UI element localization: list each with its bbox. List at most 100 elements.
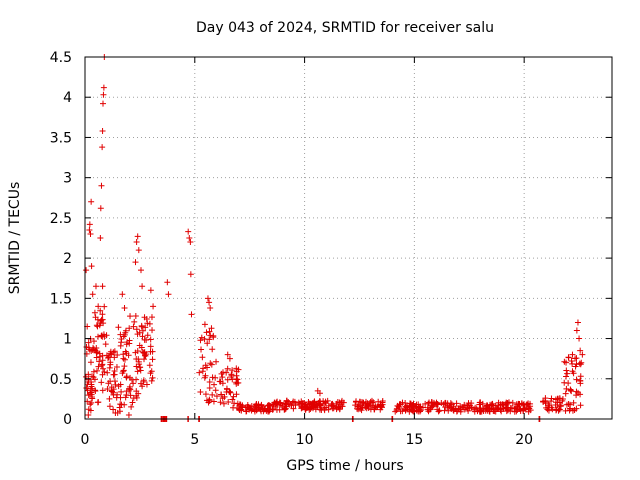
data-point bbox=[92, 347, 99, 354]
data-point bbox=[504, 400, 511, 407]
data-point bbox=[513, 401, 520, 408]
data-point bbox=[85, 411, 92, 418]
data-point bbox=[224, 365, 231, 372]
data-point bbox=[95, 363, 102, 370]
x-tick-label: 15 bbox=[405, 432, 423, 448]
data-point bbox=[565, 380, 572, 387]
data-point bbox=[126, 387, 133, 394]
data-point bbox=[120, 367, 127, 374]
data-point bbox=[103, 332, 110, 339]
data-point bbox=[149, 327, 156, 334]
data-point bbox=[315, 399, 322, 406]
data-point bbox=[148, 314, 155, 321]
data-point bbox=[86, 226, 93, 233]
data-point bbox=[98, 182, 105, 189]
data-point bbox=[563, 385, 570, 392]
data-point bbox=[112, 381, 119, 388]
data-point bbox=[207, 332, 214, 339]
data-point bbox=[573, 392, 580, 399]
data-point bbox=[577, 380, 584, 387]
data-point bbox=[143, 336, 150, 343]
data-point bbox=[367, 406, 374, 413]
y-tick-label: 1 bbox=[63, 332, 72, 348]
data-point bbox=[276, 406, 283, 413]
data-point bbox=[297, 400, 304, 407]
data-point bbox=[134, 331, 141, 338]
data-point bbox=[201, 374, 208, 381]
data-point bbox=[210, 398, 217, 405]
data-point bbox=[471, 408, 478, 415]
y-tick-label: 2.5 bbox=[50, 211, 72, 227]
data-point bbox=[509, 399, 516, 406]
data-points bbox=[82, 54, 586, 422]
data-point bbox=[110, 406, 117, 413]
data-point bbox=[99, 128, 106, 135]
data-point bbox=[111, 348, 118, 355]
data-point bbox=[139, 327, 146, 334]
data-point bbox=[122, 348, 129, 355]
data-point bbox=[295, 399, 302, 406]
data-point bbox=[223, 388, 230, 395]
data-point bbox=[100, 84, 107, 91]
data-point bbox=[188, 311, 195, 318]
data-point bbox=[212, 387, 219, 394]
data-point bbox=[97, 205, 104, 212]
data-point bbox=[92, 283, 99, 290]
data-point bbox=[110, 371, 117, 378]
data-point bbox=[514, 404, 521, 411]
data-point bbox=[212, 374, 219, 381]
data-point bbox=[486, 408, 493, 415]
data-point bbox=[139, 283, 146, 290]
data-point bbox=[363, 402, 370, 409]
data-point bbox=[545, 407, 552, 414]
data-point bbox=[134, 368, 141, 375]
data-point bbox=[117, 394, 124, 401]
data-point bbox=[104, 369, 111, 376]
data-point bbox=[455, 406, 462, 413]
data-point bbox=[107, 350, 114, 357]
data-point bbox=[97, 235, 104, 241]
data-point bbox=[84, 387, 91, 394]
data-point bbox=[360, 400, 367, 407]
data-point bbox=[434, 406, 441, 413]
data-point bbox=[281, 406, 288, 413]
data-point bbox=[476, 406, 483, 413]
data-point bbox=[564, 370, 571, 377]
data-point bbox=[121, 356, 128, 363]
data-point bbox=[233, 391, 240, 398]
data-point bbox=[308, 401, 315, 408]
data-point bbox=[87, 401, 94, 408]
data-point bbox=[493, 404, 500, 411]
data-point bbox=[302, 406, 309, 413]
data-point bbox=[425, 408, 432, 415]
data-point bbox=[93, 354, 100, 361]
data-point bbox=[106, 403, 113, 410]
data-point bbox=[556, 406, 563, 413]
data-point bbox=[113, 364, 120, 371]
data-point bbox=[422, 400, 429, 407]
data-point bbox=[144, 320, 151, 327]
data-point bbox=[573, 376, 580, 383]
data-point bbox=[498, 408, 505, 415]
data-point bbox=[520, 401, 527, 408]
data-point bbox=[146, 362, 153, 369]
x-tick-label: 5 bbox=[190, 432, 199, 448]
data-point bbox=[149, 356, 156, 363]
chart-title: Day 043 of 2024, SRMTID for receiver sal… bbox=[196, 20, 494, 36]
data-point bbox=[85, 339, 92, 346]
data-point bbox=[577, 347, 584, 354]
data-point bbox=[428, 402, 435, 409]
data-point bbox=[206, 328, 213, 335]
data-point bbox=[129, 399, 136, 406]
data-point bbox=[111, 378, 118, 385]
data-point bbox=[106, 364, 113, 371]
data-point bbox=[95, 303, 102, 310]
data-point bbox=[110, 391, 117, 398]
data-point bbox=[479, 400, 486, 407]
data-point bbox=[143, 381, 150, 388]
data-point bbox=[487, 401, 494, 408]
data-point bbox=[88, 263, 95, 270]
x-tick-label: 10 bbox=[296, 432, 314, 448]
data-point bbox=[406, 400, 413, 407]
data-point bbox=[203, 329, 210, 336]
